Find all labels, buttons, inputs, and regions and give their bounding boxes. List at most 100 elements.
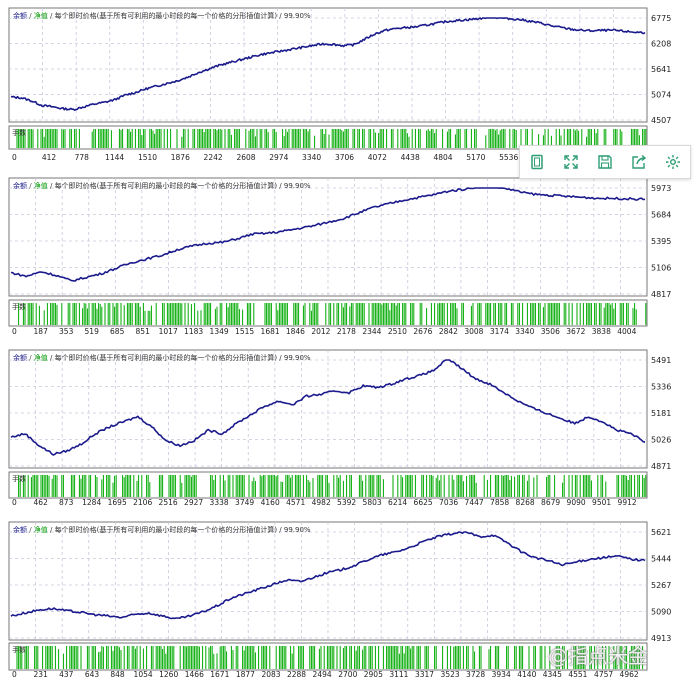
legend-equity: 净值 [34,525,48,534]
x-tick-label: 3340 [515,327,534,336]
x-tick-label: 6214 [388,498,407,507]
x-tick-label: 2974 [269,153,288,162]
x-tick-label: 1284 [82,498,101,507]
legend-description: / 每个即时价格(基于所有可利用的最小时段的每一个价格的分形插值计算) / 99… [48,525,311,534]
x-tick-label: 4571 [286,498,305,507]
legend-balance: 余额 [13,181,27,190]
volume-label: 手数 [12,474,26,483]
x-tick-label: 4551 [568,670,587,679]
share-icon[interactable] [628,151,650,173]
x-tick-label: 1695 [108,498,127,507]
x-tick-label: 2676 [413,327,432,336]
legend-sep: / [27,526,34,534]
volume-label: 手数 [12,645,26,654]
x-tick-label: 1671 [210,670,229,679]
x-tick-label: 1466 [185,670,204,679]
x-tick-label: 4962 [620,670,639,679]
x-tick-label: 1183 [184,327,203,336]
x-tick-label: 3008 [464,327,483,336]
y-tick-label: 4913 [651,634,671,643]
chart-toolbar [519,145,691,179]
settings-icon[interactable] [662,151,684,173]
watermark: @指点米金 [548,644,648,668]
plot-frame [8,7,648,123]
equity-series-line [10,187,646,282]
chart-panel-1: 余额 / 净值 / 每个即时价格(基于所有可利用的最小时段的每一个价格的分形插值… [8,7,671,162]
volume-label: 手数 [12,302,26,311]
x-tick-label: 5170 [466,153,485,162]
y-tick-label: 5106 [651,264,671,273]
x-tick-label: 3111 [389,670,408,679]
x-tick-label: 873 [59,498,74,507]
x-tick-label: 2242 [204,153,223,162]
y-tick-label: 6775 [651,14,671,23]
x-tick-label: 5392 [337,498,356,507]
x-tick-label: 0 [12,498,17,507]
x-tick-label: 3506 [541,327,560,336]
y-tick-label: 5684 [651,211,671,220]
volume-bars [16,129,647,148]
equity-series-line [10,531,646,620]
x-tick-label: 9501 [592,498,611,507]
legend-sep: / [27,354,34,362]
x-tick-label: 0 [12,670,17,679]
x-tick-label: 2106 [133,498,152,507]
x-tick-label: 1877 [236,670,255,679]
x-tick-label: 2700 [338,670,357,679]
x-tick-label: 3174 [490,327,509,336]
y-tick-label: 5395 [651,237,671,246]
x-tick-label: 519 [85,327,100,336]
x-tick-label: 3317 [415,670,434,679]
x-tick-label: 1876 [171,153,190,162]
legend-equity: 净值 [34,11,48,20]
x-tick-label: 437 [59,670,74,679]
x-tick-label: 4757 [594,670,613,679]
x-tick-label: 4004 [617,327,636,336]
y-tick-label: 4507 [651,116,671,125]
plot-frame [8,349,648,469]
x-tick-label: 462 [34,498,49,507]
y-tick-label: 5090 [651,608,671,617]
x-tick-label: 1260 [159,670,178,679]
x-tick-label: 3340 [302,153,321,162]
x-tick-label: 2494 [313,670,332,679]
x-tick-label: 4804 [433,153,452,162]
chart-panel-3: 余额 / 净值 / 每个即时价格(基于所有可利用的最小时段的每一个价格的分形插值… [8,349,671,507]
y-tick-label: 5444 [651,555,671,564]
x-tick-label: 851 [136,327,151,336]
page-icon[interactable] [526,151,548,173]
y-tick-label: 5181 [651,409,671,418]
volume-frame [8,471,648,499]
legend-balance: 余额 [13,525,27,534]
y-tick-label: 5491 [651,356,671,365]
x-tick-label: 3706 [335,153,354,162]
x-tick-label: 2510 [388,327,407,336]
y-tick-label: 5621 [651,528,671,537]
expand-icon[interactable] [560,151,582,173]
y-tick-label: 5336 [651,383,671,392]
x-tick-label: 4160 [261,498,280,507]
x-tick-label: 6625 [414,498,433,507]
y-tick-label: 5641 [651,65,671,74]
x-tick-label: 2178 [337,327,356,336]
legend-text: 余额 / 净值 / 每个即时价格(基于所有可利用的最小时段的每一个价格的分形插值… [13,11,311,20]
x-tick-label: 1054 [134,670,153,679]
legend-text: 余额 / 净值 / 每个即时价格(基于所有可利用的最小时段的每一个价格的分形插值… [13,353,311,362]
x-tick-label: 3838 [592,327,611,336]
x-tick-label: 4345 [543,670,562,679]
y-tick-label: 6208 [651,40,671,49]
x-tick-label: 2608 [236,153,255,162]
x-tick-label: 4982 [312,498,331,507]
x-tick-label: 2288 [287,670,306,679]
legend-balance: 余额 [13,353,27,362]
x-tick-label: 3523 [441,670,460,679]
x-tick-label: 1144 [105,153,124,162]
x-tick-label: 8268 [516,498,535,507]
chart-panel-2: 余额 / 净值 / 每个即时价格(基于所有可利用的最小时段的每一个价格的分形插值… [8,177,671,336]
chart-panel-4: 余额 / 净值 / 每个即时价格(基于所有可利用的最小时段的每一个价格的分形插值… [8,521,671,679]
equity-series-line [10,359,646,456]
x-tick-label: 1846 [286,327,305,336]
x-tick-label: 3338 [210,498,229,507]
save-icon[interactable] [594,151,616,173]
x-tick-label: 848 [110,670,125,679]
